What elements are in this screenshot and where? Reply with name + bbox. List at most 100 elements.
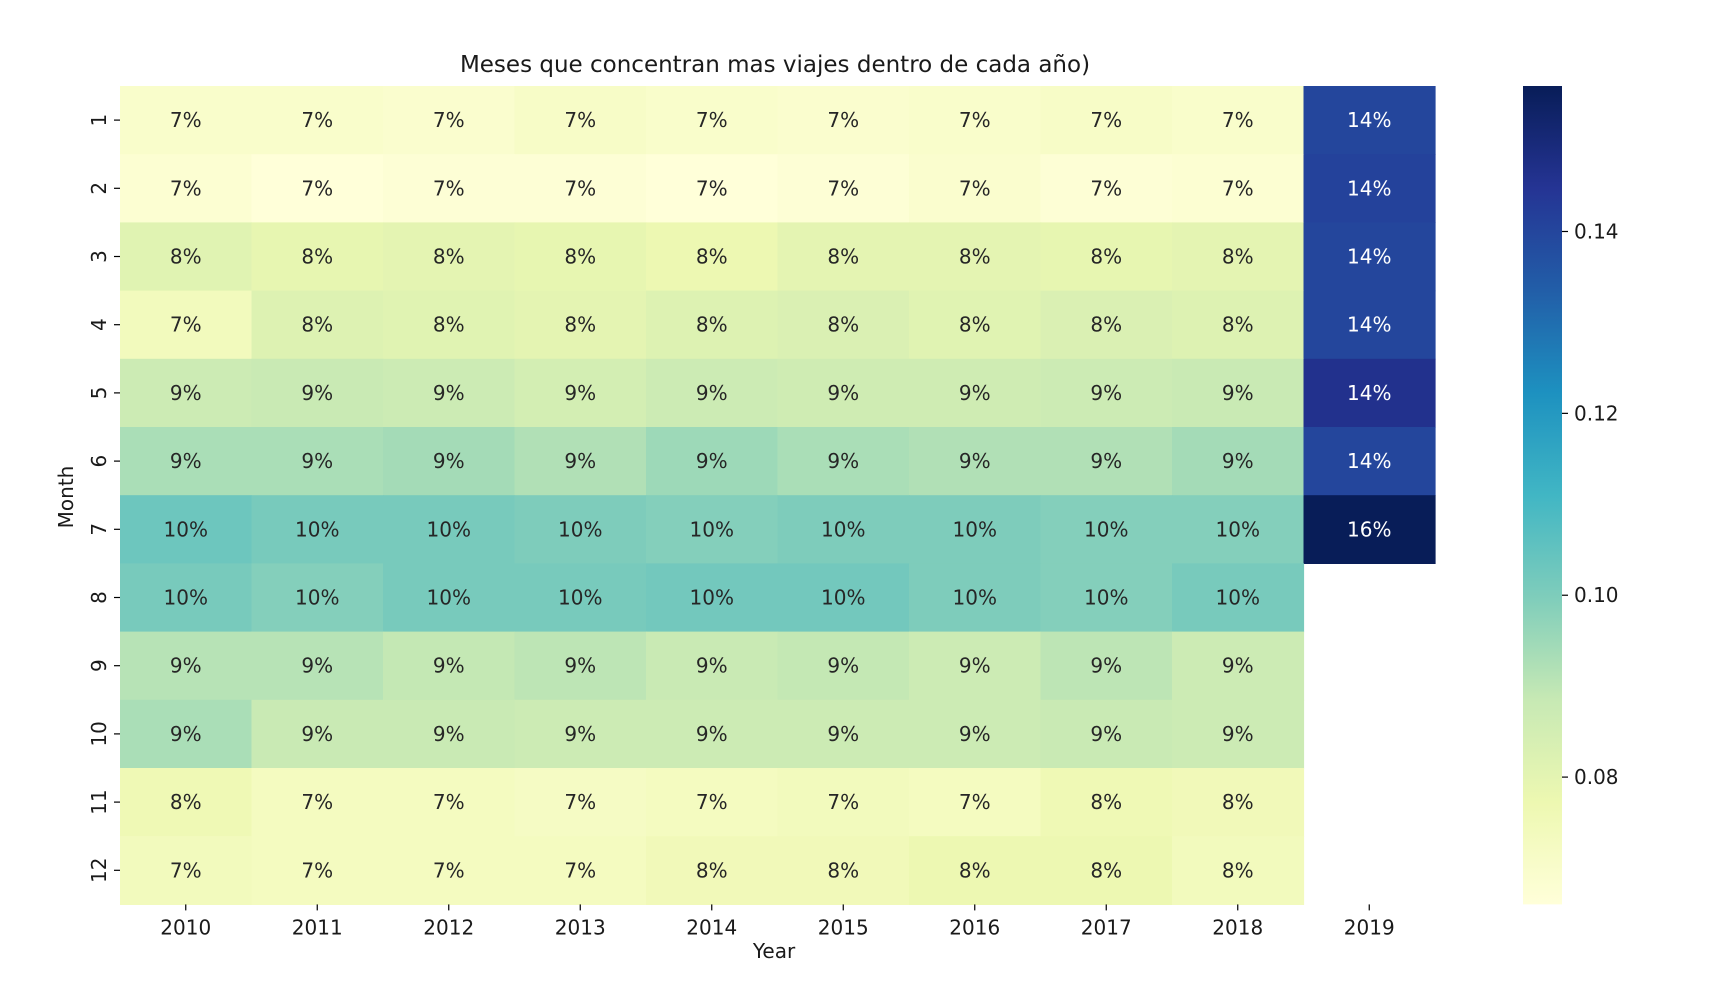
heatmap-cell-label: 8%: [564, 245, 596, 269]
heatmap-cell-label: 9%: [959, 722, 991, 746]
heatmap-cell-label: 9%: [301, 722, 333, 746]
heatmap-cell-label: 7%: [564, 176, 596, 200]
heatmap-cell: [120, 836, 253, 905]
heatmap-cell: [1040, 495, 1173, 564]
y-axis-label: Month: [54, 466, 78, 529]
heatmap-cell-label: 7%: [170, 858, 202, 882]
heatmap-cell-label: 10%: [1084, 586, 1128, 610]
heatmap-cell: [514, 358, 647, 428]
heatmap-cell-label: 9%: [301, 654, 333, 678]
heatmap-cell-label: 8%: [433, 245, 465, 269]
heatmap-cell: [514, 154, 647, 223]
heatmap-cell: [383, 358, 516, 428]
heatmap-cell-label: 8%: [170, 245, 202, 269]
heatmap-cell: [777, 768, 910, 837]
x-tick-label: 2018: [1212, 915, 1263, 939]
heatmap-cell-label: 10%: [295, 586, 339, 610]
heatmap-cell: [120, 427, 253, 496]
heatmap-cell: [909, 86, 1042, 155]
heatmap-cell-label: 7%: [433, 790, 465, 814]
heatmap-cell: [1303, 154, 1436, 223]
heatmap-cell-label: 8%: [170, 790, 202, 814]
heatmap-cell: [1172, 222, 1305, 292]
heatmap-cell-label: 10%: [558, 586, 602, 610]
heatmap-cell: [909, 154, 1042, 223]
heatmap-cell-label: 9%: [827, 449, 859, 473]
heatmap-cell: [646, 358, 779, 428]
heatmap-cell: [120, 768, 253, 837]
heatmap-cell-label: 9%: [1090, 654, 1122, 678]
heatmap-cell: [1040, 154, 1173, 223]
heatmap-cell-label: 8%: [696, 313, 728, 337]
heatmap-cell-label: 10%: [427, 586, 471, 610]
heatmap-cell: [1040, 222, 1173, 292]
y-tick-label: 7: [87, 523, 111, 536]
heatmap-cell-label: 7%: [1090, 176, 1122, 200]
heatmap-cell-label: 7%: [564, 790, 596, 814]
y-tick-label: 10: [87, 721, 111, 746]
heatmap-cell: [120, 290, 253, 360]
heatmap-cell: [1172, 154, 1305, 223]
heatmap-cell: [1303, 495, 1436, 564]
heatmap-cell: [383, 86, 516, 155]
heatmap-cell: [909, 290, 1042, 360]
heatmap-cell-label: 10%: [164, 517, 208, 541]
heatmap-cell-label: 9%: [1222, 381, 1254, 405]
heatmap-cell-label: 9%: [1222, 654, 1254, 678]
x-tick-label: 2012: [423, 915, 474, 939]
heatmap-cell-label: 7%: [564, 108, 596, 132]
heatmap-cell-label: 10%: [1216, 586, 1260, 610]
heatmap-cell: [646, 427, 779, 496]
heatmap-cell-labels: 7% 7% 7% 7% 7% 7% 7% 7% 7% 14% 7% 7% 7% 7% 7% 7% 7% 7% 7% 1…: [164, 108, 1392, 882]
heatmap-cell-label: 7%: [301, 790, 333, 814]
heatmap-cell: [514, 86, 647, 155]
heatmap-cell: [1172, 699, 1305, 769]
heatmap-cell: [383, 290, 516, 360]
heatmap-cell-label: 9%: [564, 722, 596, 746]
heatmap-cell-label: 14%: [1347, 449, 1391, 473]
heatmap-cell-label: 9%: [827, 722, 859, 746]
heatmap-cell: [120, 631, 253, 701]
heatmap-cell-label: 14%: [1347, 313, 1391, 337]
heatmap-cell: [120, 563, 253, 633]
heatmap-cell: [646, 495, 779, 564]
heatmap-cell-label: 9%: [170, 449, 202, 473]
heatmap-cell-label: 7%: [959, 176, 991, 200]
heatmap-cell-label: 9%: [433, 449, 465, 473]
y-tick-label: 4: [87, 318, 111, 331]
heatmap-cell-label: 8%: [959, 245, 991, 269]
heatmap-cell-label: 9%: [433, 722, 465, 746]
heatmap-cell: [1040, 358, 1173, 428]
heatmap-cell-label: 8%: [1090, 858, 1122, 882]
heatmap-cell-label: 9%: [301, 449, 333, 473]
heatmap-cell-label: 8%: [301, 313, 333, 337]
heatmap-cell: [909, 427, 1042, 496]
heatmap-cell-label: 7%: [827, 790, 859, 814]
heatmap-cell: [777, 358, 910, 428]
heatmap-cell: [777, 427, 910, 496]
heatmap-cell: [777, 836, 910, 905]
heatmap-cell: [251, 427, 384, 496]
heatmap-cell: [251, 358, 384, 428]
heatmap-cell-label: 7%: [827, 108, 859, 132]
heatmap-cell-label: 9%: [1222, 449, 1254, 473]
heatmap-cell-label: 8%: [696, 858, 728, 882]
x-tick-label: 2016: [949, 915, 1000, 939]
heatmap-cell-label: 9%: [1090, 449, 1122, 473]
heatmap-cell-label: 7%: [433, 176, 465, 200]
heatmap-cell: [777, 563, 910, 633]
heatmap-cell: [514, 290, 647, 360]
heatmap-cell-label: 9%: [827, 381, 859, 405]
heatmap-cell-label: 7%: [696, 176, 728, 200]
colorbar: 0.08 0.10 0.12 0.14: [1523, 86, 1619, 905]
heatmap-cell-label: 10%: [953, 586, 997, 610]
heatmap-cell: [909, 358, 1042, 428]
heatmap-cell: [251, 154, 384, 223]
heatmap-cell: [514, 699, 647, 769]
x-tick-label: 2017: [1081, 915, 1132, 939]
heatmap-cell-label: 7%: [433, 858, 465, 882]
x-axis: 2010 2011 2012 2013 2014 2015 2016 2017 2018 2019: [160, 904, 1395, 939]
heatmap-cell-label: 10%: [821, 586, 865, 610]
